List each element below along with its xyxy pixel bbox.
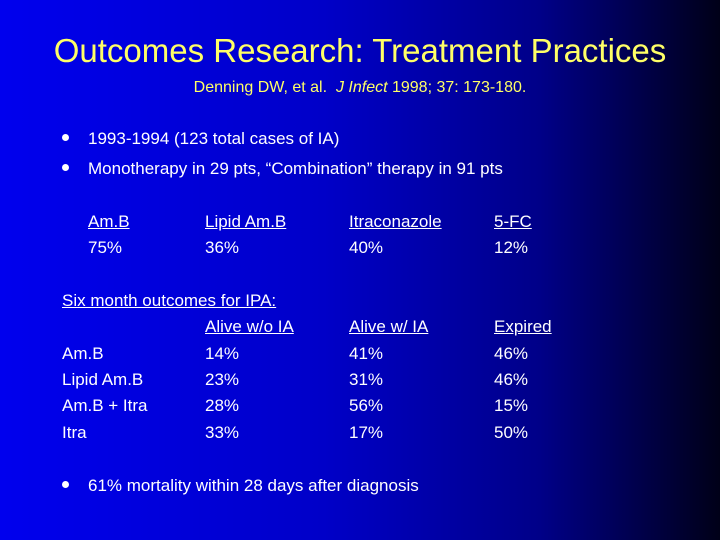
outcomes-row-label: Am.B + Itra — [62, 396, 148, 415]
outcomes-value: 56% — [349, 396, 384, 415]
citation: Denning DW, et al. J Infect 1998; 37: 17… — [0, 79, 720, 97]
outcomes-value: 50% — [494, 423, 529, 442]
bullet-dot-icon — [62, 481, 69, 489]
citation-details: 1998; 37: 173-180. — [391, 79, 527, 96]
usage-percent: 36% — [205, 238, 240, 257]
usage-percent: 12% — [494, 238, 529, 257]
usage-percent: 40% — [349, 238, 384, 257]
outcomes-value: 14% — [205, 344, 240, 363]
usage-drug: Am.B — [88, 212, 130, 231]
usage-percent: 75% — [88, 238, 123, 257]
outcomes-column-header: Expired — [494, 317, 552, 336]
bullet-item: 61% mortality within 28 days after diagn… — [62, 476, 419, 496]
outcomes-value: 33% — [205, 423, 240, 442]
outcomes-row-label: Am.B — [62, 344, 104, 363]
bullet-text: Monotherapy in 29 pts, “Combination” the… — [88, 159, 503, 178]
outcomes-heading: Six month outcomes for IPA: — [62, 291, 277, 310]
outcomes-value: 15% — [494, 396, 529, 415]
usage-drug: 5-FC — [494, 212, 532, 231]
usage-drug: Itraconazole — [349, 212, 442, 231]
outcomes-row-label: Itra — [62, 423, 87, 442]
citation-authors: Denning DW, et al. — [193, 79, 328, 96]
bullet-item: 1993-1994 (123 total cases of IA) — [62, 129, 339, 149]
outcomes-value: 31% — [349, 370, 384, 389]
outcomes-value: 46% — [494, 344, 529, 363]
outcomes-value: 46% — [494, 370, 529, 389]
outcomes-value: 17% — [349, 423, 384, 442]
outcomes-value: 23% — [205, 370, 240, 389]
bullet-text: 61% mortality within 28 days after diagn… — [88, 476, 419, 495]
outcomes-value: 28% — [205, 396, 240, 415]
bullet-item: Monotherapy in 29 pts, “Combination” the… — [62, 159, 503, 179]
bullet-dot-icon — [62, 164, 69, 172]
slide-title: Outcomes Research: Treatment Practices — [53, 32, 667, 69]
outcomes-row-label: Lipid Am.B — [62, 370, 144, 389]
bullet-dot-icon — [62, 134, 69, 142]
outcomes-column-header: Alive w/ IA — [349, 317, 429, 336]
outcomes-value: 41% — [349, 344, 384, 363]
bullet-text: 1993-1994 (123 total cases of IA) — [88, 129, 340, 148]
outcomes-column-header: Alive w/o IA — [205, 317, 294, 336]
citation-journal: J Infect — [335, 79, 388, 96]
usage-drug: Lipid Am.B — [205, 212, 287, 231]
